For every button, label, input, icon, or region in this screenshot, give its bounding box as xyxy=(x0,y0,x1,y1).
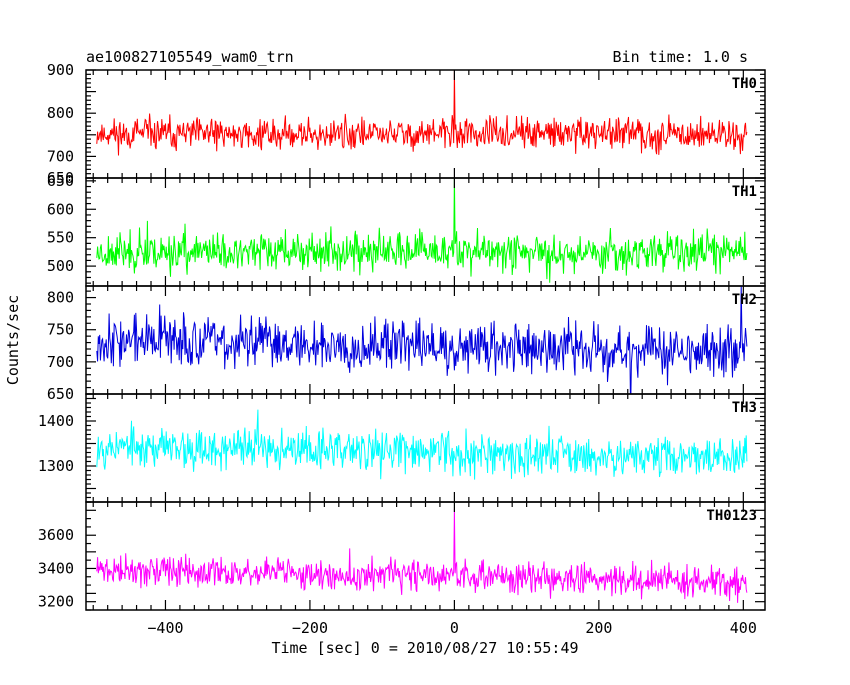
series-label-th3: TH3 xyxy=(732,400,757,416)
y-tick-label: 700 xyxy=(47,353,74,371)
y-tick-label: 700 xyxy=(47,147,74,165)
series-line-th1 xyxy=(96,178,748,283)
y-tick-label: 650 xyxy=(47,172,74,190)
x-tick-label: 200 xyxy=(585,619,612,637)
y-tick-label: 800 xyxy=(47,104,74,122)
bin-time-label: Bin time: 1.0 s xyxy=(613,48,748,66)
y-tick-label: 600 xyxy=(47,200,74,218)
y-tick-label: 1300 xyxy=(38,457,74,475)
series-label-th1: TH1 xyxy=(732,184,757,200)
x-tick-label: −200 xyxy=(292,619,328,637)
series-line-th0 xyxy=(96,70,748,156)
panel-th3: 1300 1400 TH3 xyxy=(38,393,766,503)
y-tick-label: 900 xyxy=(47,61,74,79)
y-tick-label: 3400 xyxy=(38,559,74,577)
series-label-th0: TH0 xyxy=(732,76,757,92)
y-tick-label: 3200 xyxy=(38,593,74,611)
y-tick-label: 1400 xyxy=(38,412,74,430)
series-label-th0123: TH0123 xyxy=(706,508,757,524)
y-tick-label: 650 xyxy=(47,169,74,187)
y-tick-label: 500 xyxy=(47,257,74,275)
x-tick-label: 0 xyxy=(450,619,459,637)
y-tick-label: 3600 xyxy=(38,526,74,544)
panel-th0123: 3200 3400 3600 TH0123 xyxy=(38,501,766,611)
y-tick-label: 800 xyxy=(47,289,74,307)
panel-frame xyxy=(85,501,766,611)
panel-th1: 500 550 600 650 TH1 xyxy=(47,172,766,287)
panel-th0: 650 700 800 900 TH0 xyxy=(47,61,766,187)
series-line-th3 xyxy=(96,409,748,480)
y-tick-label: 750 xyxy=(47,321,74,339)
panels-group: 650700800900TH0500550600650TH16507007508… xyxy=(38,61,766,637)
x-axis-title: Time [sec] 0 = 2010/08/27 10:55:49 xyxy=(271,639,578,657)
chart-title: ae100827105549_wam0_trn xyxy=(86,48,294,66)
series-line-th0123 xyxy=(96,508,748,603)
y-tick-label: 550 xyxy=(47,229,74,247)
series-label-th2: TH2 xyxy=(732,292,757,308)
x-tick-label: 400 xyxy=(730,619,757,637)
y-tick-label: 650 xyxy=(47,385,74,403)
x-tick-label: −400 xyxy=(147,619,183,637)
series-line-th2 xyxy=(96,286,748,394)
y-axis-title: Counts/sec xyxy=(4,295,22,385)
